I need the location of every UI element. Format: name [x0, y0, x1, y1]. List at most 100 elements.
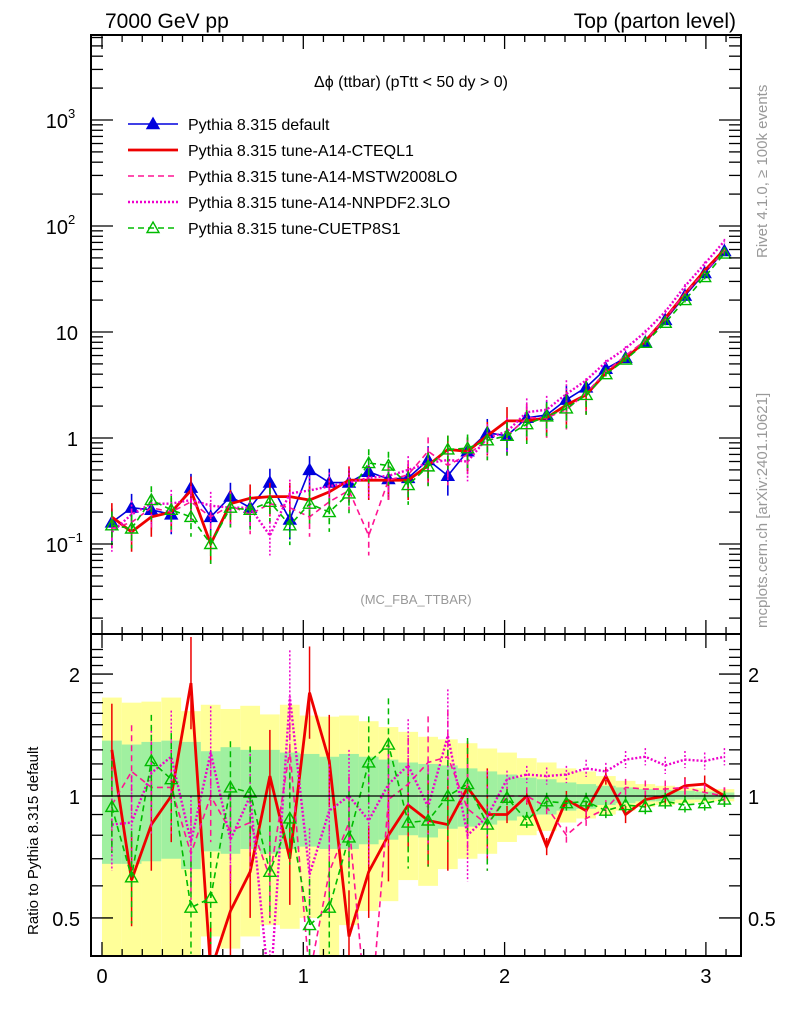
data-point: [598, 366, 614, 380]
ratio-line: [111, 749, 725, 955]
ratio-data-point: [341, 830, 357, 843]
ratio-data-point: [638, 799, 653, 813]
data-point: [282, 517, 298, 531]
band-inner-bin: [615, 787, 636, 804]
data-point: [677, 292, 693, 306]
x-tick-label: 0: [96, 966, 107, 988]
data-point: [124, 521, 139, 534]
band-inner-bin: [675, 790, 695, 800]
plot-title: Δϕ (ttbar) (pTtt < 50 dy > 0): [314, 74, 508, 91]
data-point: [499, 428, 515, 441]
ratio-data-point: [677, 797, 693, 811]
y-tick-exponent: −1: [68, 530, 83, 545]
x-tick-label: 2: [499, 966, 510, 988]
analysis-label: (MC_FBA_TTBAR): [360, 592, 471, 607]
ratio-data-point: [578, 793, 594, 807]
legend-marker-icon: [145, 220, 161, 234]
y-tick-label: 10: [46, 111, 68, 133]
y-tick-exponent: 3: [68, 106, 75, 121]
ratio-data-point: [460, 776, 475, 790]
y-tick-exponent: 2: [68, 212, 75, 227]
data-point: [144, 492, 159, 506]
ratio-data-point: [302, 917, 317, 931]
ratio-data-point: [598, 803, 614, 816]
x-tick-label: 1: [298, 966, 309, 988]
ratio-y-tick-label-left: 2: [69, 665, 80, 687]
data-point: [519, 416, 534, 430]
mcplots-reference-label: mcplots.cern.ch [arXiv:2401.10621]: [754, 393, 771, 628]
data-point: [480, 432, 495, 446]
legend-label: Pythia 8.315 tune-A14-NNPDF2.3LO: [188, 195, 450, 212]
ratio-data-point: [697, 795, 712, 809]
legend-marker-icon: [145, 116, 161, 130]
ratio-y-tick-label-right: 2: [748, 665, 759, 687]
y-tick-label: 1: [67, 429, 78, 451]
ratio-data-point: [104, 799, 120, 813]
ratio-data-point: [262, 864, 278, 877]
series-line: [111, 250, 725, 538]
ratio-plot-series: [104, 636, 732, 955]
y-tick-label: 10: [46, 217, 68, 239]
series-line: [111, 248, 726, 548]
legend-item: Pythia 8.315 tune-A14-MSTW2008LO: [128, 169, 457, 186]
legend-label: Pythia 8.315 tune-CUETP8S1: [188, 221, 401, 238]
series-0: [104, 243, 732, 543]
ratio-data-point: [420, 813, 436, 826]
legend: Pythia 8.315 default Pythia 8.315 tune-A1…: [128, 116, 457, 238]
beam-energy-label: 7000 GeV pp: [105, 10, 229, 33]
data-point: [539, 408, 554, 422]
data-point: [381, 458, 396, 471]
ratio-data-point: [223, 780, 238, 793]
ratio-data-point: [539, 793, 554, 807]
legend-label: Pythia 8.315 tune-A14-MSTW2008LO: [188, 169, 457, 186]
ratio-data-point: [361, 755, 376, 768]
legend-item: Pythia 8.315 tune-A14-NNPDF2.3LO: [128, 195, 450, 212]
data-point: [203, 536, 218, 550]
series-line: [111, 253, 726, 546]
ratio-uncertainty-bands: [101, 697, 735, 955]
data-point: [262, 494, 278, 508]
ratio-data-point: [618, 797, 633, 811]
data-point: [164, 502, 179, 516]
ratio-data-point: [144, 753, 159, 767]
ratio-data-point: [400, 815, 416, 828]
series-1: [111, 247, 726, 564]
data-point: [717, 246, 732, 259]
series-line: [111, 250, 726, 524]
data-point: [638, 335, 653, 349]
ratio-data-point: [499, 790, 515, 803]
legend-label: Pythia 8.315 default: [188, 117, 330, 134]
ratio-data-point: [440, 788, 456, 802]
ratio-data-point: [322, 900, 337, 913]
ratio-plot-frame: [90, 633, 742, 957]
ratio-data-point: [717, 792, 732, 805]
ratio-data-point: [658, 793, 673, 807]
ratio-line: [110, 682, 726, 955]
ratio-data-point: [282, 811, 298, 824]
data-point: [322, 504, 337, 518]
ratio-data-point: [242, 785, 258, 798]
ratio-data-point: [124, 869, 139, 883]
data-point: [578, 387, 594, 401]
data-point: [618, 352, 633, 365]
ratio-series-3: [104, 698, 732, 955]
data-point: [302, 462, 317, 476]
band-inner-bin: [121, 744, 142, 864]
ratio-data-point: [381, 737, 396, 750]
data-point: [242, 502, 258, 516]
ratio-data-point: [164, 771, 179, 785]
ratio-data-point: [480, 817, 495, 830]
data-point: [223, 500, 238, 513]
ratio-data-point: [519, 813, 534, 826]
data-point: [697, 269, 712, 283]
process-label: Top (parton level): [574, 10, 736, 33]
ratio-y-tick-label-left: 1: [69, 787, 80, 809]
legend-item: Pythia 8.315 tune-CUETP8S1: [128, 220, 401, 238]
series-line: [111, 240, 726, 538]
legend-item: Pythia 8.315 default: [128, 116, 330, 134]
series-4: [104, 246, 732, 564]
legend-label: Pythia 8.315 tune-A14-CTEQL1: [188, 143, 414, 160]
data-point: [440, 442, 456, 455]
